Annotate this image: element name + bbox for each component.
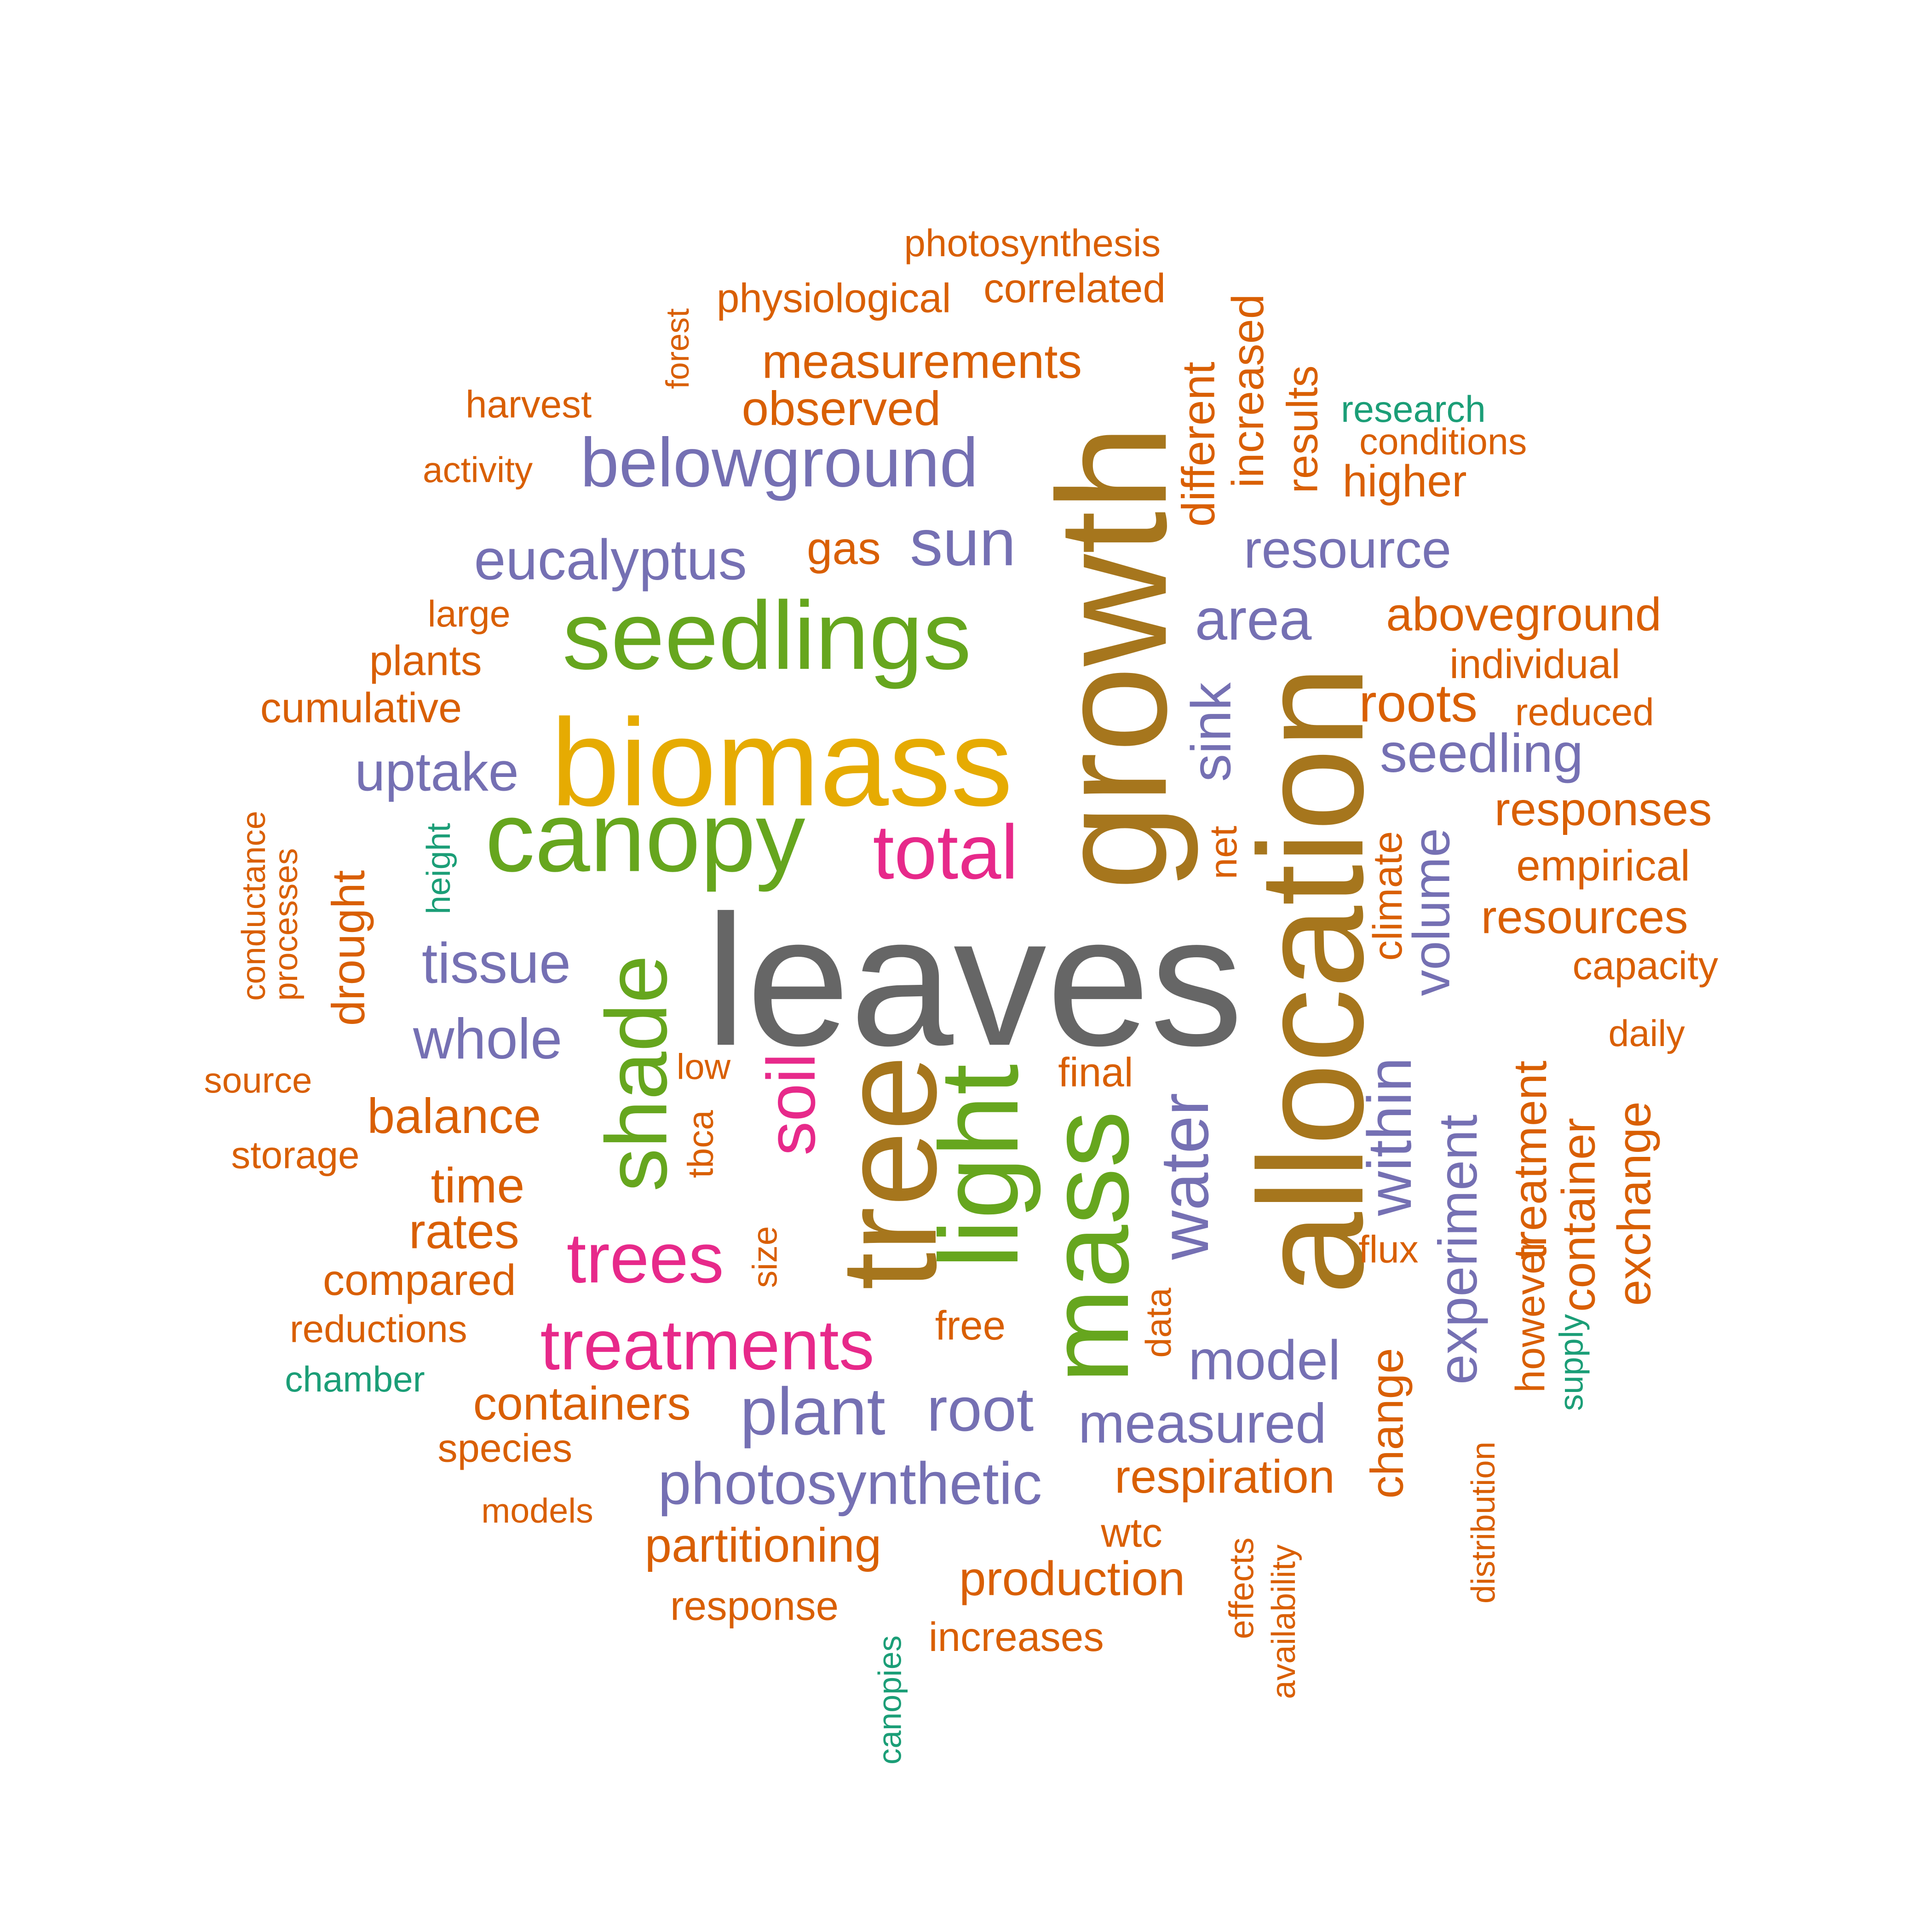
word-increased: increased xyxy=(1222,294,1273,488)
word-activity: activity xyxy=(422,451,533,491)
word-area: area xyxy=(1195,586,1312,652)
word-container: container xyxy=(1553,1118,1606,1312)
word-seedling: seedling xyxy=(1380,723,1583,784)
word-species: species xyxy=(437,1426,573,1471)
word-whole: whole xyxy=(413,1006,563,1071)
word-experiment: experiment xyxy=(1428,1114,1489,1385)
word-water: water xyxy=(1146,1092,1223,1260)
word-cumulative: cumulative xyxy=(260,685,462,732)
word-distribution: distribution xyxy=(1465,1441,1502,1604)
word-chamber: chamber xyxy=(285,1360,425,1401)
word-results: results xyxy=(1278,365,1327,494)
word-change: change xyxy=(1362,1348,1413,1499)
word-gas: gas xyxy=(806,523,881,574)
word-increases: increases xyxy=(928,1614,1104,1660)
word-volume: volume xyxy=(1402,828,1460,996)
word-wtc: wtc xyxy=(1101,1509,1162,1556)
word-low: low xyxy=(676,1048,731,1088)
word-growth: growth xyxy=(1027,425,1200,891)
word-daily: daily xyxy=(1608,1013,1685,1055)
word-different: different xyxy=(1173,362,1225,527)
word-individual: individual xyxy=(1449,641,1621,687)
word-net: net xyxy=(1202,826,1245,880)
word-effects: effects xyxy=(1222,1537,1261,1639)
word-height: height xyxy=(420,823,458,914)
word-uptake: uptake xyxy=(355,742,519,803)
word-total: total xyxy=(873,810,1018,896)
word-containers: containers xyxy=(473,1378,691,1431)
word-light: light xyxy=(918,1064,1042,1269)
word-supply: supply xyxy=(1552,1314,1590,1411)
word-production: production xyxy=(959,1552,1185,1606)
word-tbca: tbca xyxy=(682,1110,722,1179)
word-belowground: belowground xyxy=(580,423,978,501)
word-within: within xyxy=(1355,1057,1425,1216)
word-measured: measured xyxy=(1078,1392,1327,1455)
word-reductions: reductions xyxy=(289,1307,467,1351)
word-however: however xyxy=(1507,1238,1553,1393)
word-size: size xyxy=(746,1226,784,1288)
word-shade: shade xyxy=(588,955,685,1192)
word-conditions: conditions xyxy=(1359,422,1527,463)
word-forest: forest xyxy=(659,308,696,389)
word-conductance: conductance xyxy=(235,811,273,1001)
word-plant: plant xyxy=(740,1374,886,1449)
word-availability: availability xyxy=(1265,1544,1303,1699)
word-storage: storage xyxy=(231,1133,360,1177)
word-harvest: harvest xyxy=(466,383,592,426)
word-mass: mass xyxy=(1026,1110,1153,1384)
word-final: final xyxy=(1058,1049,1133,1095)
word-plants: plants xyxy=(369,638,482,685)
word-balance: balance xyxy=(367,1089,541,1144)
word-aboveground: aboveground xyxy=(1386,589,1662,642)
word-research: research xyxy=(1341,390,1486,431)
word-free: free xyxy=(935,1302,1006,1348)
word-sink: sink xyxy=(1179,682,1243,782)
word-flux: flux xyxy=(1358,1228,1419,1271)
word-tissue: tissue xyxy=(421,931,571,995)
word-large: large xyxy=(427,594,511,636)
word-canopies: canopies xyxy=(871,1635,908,1765)
word-treatments: treatments xyxy=(540,1306,874,1386)
word-model: model xyxy=(1188,1328,1341,1392)
word-biomass: biomass xyxy=(551,693,1013,833)
word-root: root xyxy=(926,1374,1034,1444)
word-capacity: capacity xyxy=(1572,943,1719,988)
word-models: models xyxy=(481,1491,593,1530)
word-reduced: reduced xyxy=(1515,690,1654,734)
word-photosynthesis: photosynthesis xyxy=(904,221,1161,265)
word-treatment: treatment xyxy=(1505,1060,1558,1260)
word-higher: higher xyxy=(1342,455,1467,506)
word-seedlings: seedlings xyxy=(562,581,972,690)
word-resources: resources xyxy=(1481,892,1688,944)
word-photosynthetic: photosynthetic xyxy=(658,1452,1042,1518)
word-partitioning: partitioning xyxy=(644,1519,882,1573)
word-rates: rates xyxy=(408,1205,519,1259)
word-time: time xyxy=(431,1159,525,1214)
word-correlated: correlated xyxy=(983,264,1166,311)
word-data: data xyxy=(1139,1288,1179,1358)
word-drought: drought xyxy=(323,870,374,1026)
word-source: source xyxy=(204,1061,312,1102)
word-observed: observed xyxy=(742,383,941,437)
word-processes: processes xyxy=(267,848,305,1001)
word-soil: soil xyxy=(753,1053,830,1156)
word-measurements: measurements xyxy=(762,335,1082,389)
word-leaves: leaves xyxy=(705,876,1243,1085)
word-resource: resource xyxy=(1243,520,1452,581)
word-sun: sun xyxy=(910,506,1016,581)
word-roots: roots xyxy=(1359,674,1478,734)
word-empirical: empirical xyxy=(1516,842,1690,891)
word-climate: climate xyxy=(1364,831,1410,961)
word-exchange: exchange xyxy=(1609,1101,1662,1306)
word-response: response xyxy=(670,1582,839,1629)
word-physiological: physiological xyxy=(716,275,951,321)
word-compared: compared xyxy=(322,1256,516,1305)
word-responses: responses xyxy=(1494,784,1712,837)
word-eucalyptus: eucalyptus xyxy=(474,527,747,592)
word-canopy: canopy xyxy=(485,782,805,892)
word-trees: trees xyxy=(566,1219,724,1299)
word-respiration: respiration xyxy=(1115,1452,1335,1504)
